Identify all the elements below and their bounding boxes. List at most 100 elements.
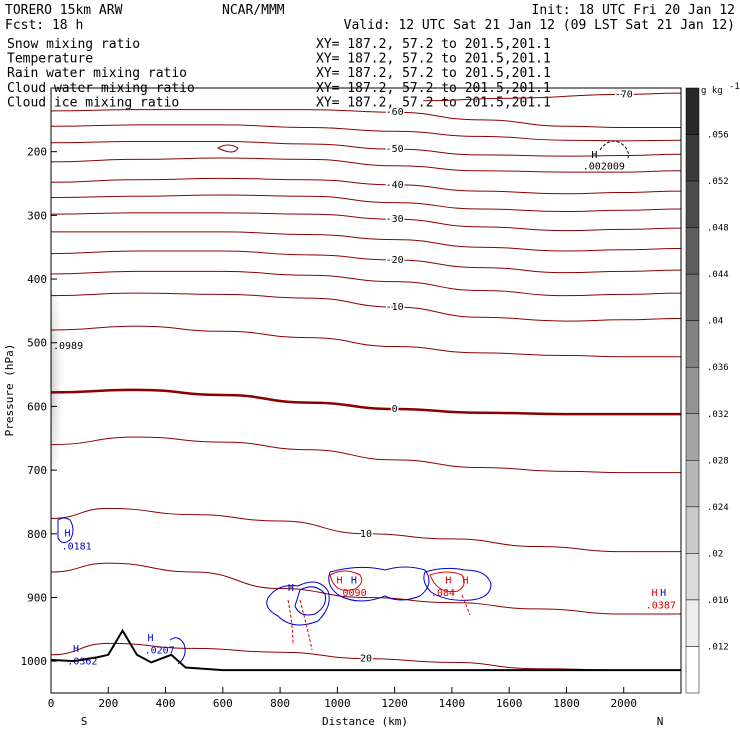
colorbar-level-label: .012 [707,642,729,652]
north-endpoint: N [657,715,664,728]
cloud-contours [57,140,629,665]
colorbar-swatch [685,366,700,415]
isotherm-line [51,507,681,553]
cloud-ice-contour [216,144,239,153]
isotherm-line [51,194,681,213]
colorbar-swatch [685,227,700,275]
legend-field-xy: XY= 187.2, 57.2 to 201.5,201.1 [316,52,551,67]
forecast-hour: Fcst: 18 h [5,18,83,33]
max-label: H [148,633,154,644]
x-tick-label: 800 [270,697,290,710]
colorbar-swatch [685,87,700,135]
y-tick-label: 400 [27,273,47,286]
x-tick-label: 1200 [381,697,408,710]
colorbar-swatch [685,506,700,554]
legend-field-name: Rain water mixing ratio [7,66,187,81]
isotherm-line [423,92,681,102]
isotherm-label: 10 [360,529,372,540]
model-title: TORERO 15km ARW [5,3,123,18]
legend-field-name: Cloud ice mixing ratio [7,95,179,110]
isotherm-label: -30 [386,214,404,225]
axes: 0 200 400 600 800 1000 1200 1400 1600 1800 2000200… [21,146,637,710]
max-label: H [64,528,70,539]
cloud-water-contour [266,581,330,626]
max-label: .0387 [646,600,676,611]
cloud-ice-contour [599,140,629,159]
x-tick-label: 200 [98,697,118,710]
isotherm-line [51,231,681,252]
y-tick-label: 700 [27,464,47,477]
colorbar-level-label: .056 [707,131,729,141]
legend-field-name: Snow mixing ratio [7,37,140,52]
isotherm-line [51,436,681,474]
snow-shading [51,290,67,470]
rain-water-contour [287,599,313,651]
terrain-line [51,628,681,672]
max-label: .084 [431,588,455,599]
max-label: H [73,644,79,655]
colorbar-unit-exponent: -1 [729,82,740,92]
isotherm-label: -10 [386,302,404,313]
max-label: .002009 [583,162,625,173]
legend-field-xy: XY= 187.2, 57.2 to 201.5,201.1 [316,37,551,52]
x-tick-label: 1800 [553,697,580,710]
x-axis-label: Distance (km) [322,715,408,728]
max-label: .0989 [53,341,83,352]
cloud-water-contour [423,567,492,601]
max-label: .0090 [337,588,367,599]
colorbar-swatch [685,134,700,182]
colorbar-swatch [685,599,700,647]
valid-time: Valid: 12 UTC Sat 21 Jan 12 (09 LST Sat … [344,18,735,33]
y-tick-label: 1000 [21,655,48,668]
rain-water-contour [461,594,471,616]
plot-frame [50,87,682,694]
x-tick-label: 600 [213,697,233,710]
colorbar-level-label: .036 [707,363,729,373]
colorbar-level-label: .048 [707,224,729,234]
x-tick-label: 400 [156,697,176,710]
y-tick-label: 900 [27,591,47,604]
rain-water-contour [329,570,363,591]
isotherm-line [51,325,681,358]
colorbar-swatch [685,273,700,321]
colorbar-level-label: .044 [707,270,729,280]
isotherm-line [51,140,681,157]
center-title: NCAR/MMM [222,3,285,18]
max-label: .0181 [62,542,92,553]
colorbar-swatch [685,413,700,461]
max-label: H [591,150,597,161]
x-tick-label: 0 [48,697,55,710]
x-tick-label: 1000 [324,697,351,710]
isotherm-line [51,250,681,274]
legend-field-xy: XY= 187.2, 57.2 to 201.5,201.1 [316,66,551,81]
south-endpoint: S [81,715,88,728]
init-time: Init: 18 UTC Fri 20 Jan 12 [532,3,736,18]
colorbar-unit: g kg [701,86,723,96]
isotherm-line [51,270,681,297]
isotherm-label: -20 [386,255,404,266]
y-tick-label: 600 [27,400,47,413]
max-label: H [445,575,451,586]
isotherm-label: -40 [386,180,404,191]
cloud-water-contour [57,517,74,544]
y-axis-label: Pressure (hPa) [3,344,16,437]
max-label: H [351,575,357,586]
colorbar-swatch [685,180,700,228]
y-tick-label: 800 [27,528,47,541]
colorbar: .056 .052 .048 .044 .04 .036 .032 .028 .024 .02 .0… [685,82,740,694]
max-label: H [337,575,343,586]
max-label: .0207 [145,646,175,657]
isotherm-line [51,124,681,142]
temperature-isotherms: -70 -60 -50 -40 -30 -20 -10 0 10 20 [51,88,681,671]
max-label: H [652,588,658,599]
isotherm-line [51,292,681,322]
y-tick-label: 500 [27,337,47,350]
max-label: H [288,583,294,594]
legend-field-name: Temperature [7,52,93,67]
max-label: H [660,588,666,599]
isotherm-line [51,109,681,128]
x-tick-label: 1400 [439,697,466,710]
isotherm-label: 20 [360,654,372,665]
